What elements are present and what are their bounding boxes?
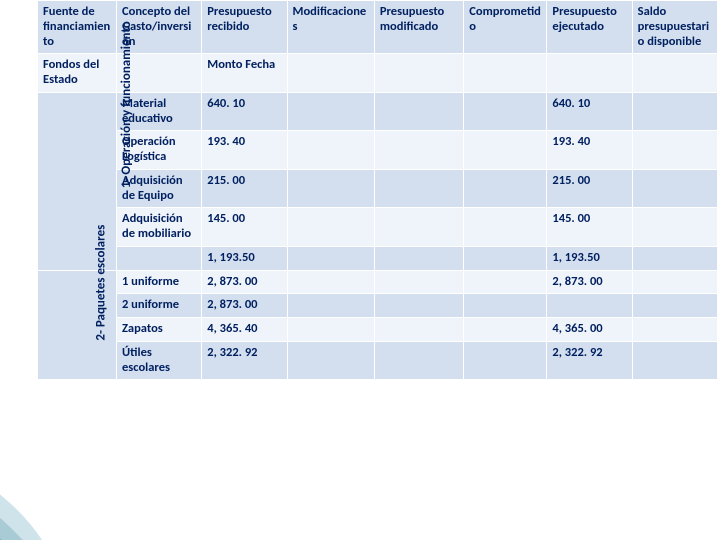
cell [464,169,547,208]
row-utiles-escolares: Útiles escolares 2, 322. 92 2, 322. 92 [38,341,718,380]
row-zapatos: Zapatos 4, 365. 40 4, 365. 00 [38,318,718,342]
cell [632,92,717,131]
cell [287,54,374,93]
cell-received: 2, 873. 00 [202,270,287,294]
cell [374,341,463,380]
cell [464,92,547,131]
cell [632,341,717,380]
cell-received: 215. 00 [202,169,287,208]
cell-executed: 193. 40 [547,131,632,170]
cell [287,169,374,208]
cell [632,208,717,247]
cell-concept: Útiles escolares [117,341,202,380]
cell [464,341,547,380]
cell [374,294,463,318]
cell [464,270,547,294]
cell-executed: 4, 365. 00 [547,318,632,342]
cell [287,208,374,247]
cell [547,294,632,318]
cell [374,131,463,170]
group-2-text: 2- Paquetes escolares [93,224,108,340]
col-balance: Saldo presupuestario disponible [632,1,717,54]
row-fondos-estado: Fondos del Estado Monto Fecha [38,54,718,93]
corner-decoration-icon [0,456,46,540]
cell [632,246,717,270]
cell [374,318,463,342]
cell-subtotal-received: 1, 193.50 [202,246,287,270]
cell [374,270,463,294]
cell [374,169,463,208]
row-material-educativo: 1- Operación y funcionamiento Material e… [38,92,718,131]
cell [632,318,717,342]
cell [287,270,374,294]
col-modifications: Modificaciones [287,1,374,54]
col-financing: Fuente de financiamiento [38,1,117,54]
cell-received: 2, 322. 92 [202,341,287,380]
cell [464,294,547,318]
col-budget-modified: Presupuesto modificado [374,1,463,54]
cell [374,54,463,93]
cell [464,54,547,93]
cell-concept: 2 uniforme [117,294,202,318]
cell [632,131,717,170]
cell [632,169,717,208]
cell [464,318,547,342]
cell-concept: 1 uniforme [117,270,202,294]
cell [287,318,374,342]
cell-executed: 215. 00 [547,169,632,208]
cell [287,246,374,270]
cell [632,294,717,318]
cell [287,294,374,318]
cell-received: 640. 10 [202,92,287,131]
group-1-text: 1- Operación y funcionamiento [119,21,134,188]
cell-monto-fecha: Monto Fecha [202,54,287,93]
col-committed: Comprometido [464,1,547,54]
col-budget-received: Presupuesto recibido [202,1,287,54]
cell-concept: Adquisición de mobiliario [117,208,202,247]
cell-executed: 2, 873. 00 [547,270,632,294]
group-2-label: 2- Paquetes escolares [38,270,117,380]
cell [374,246,463,270]
row-2-uniforme: 2 uniforme 2, 873. 00 [38,294,718,318]
cell-received: 4, 365. 40 [202,318,287,342]
row-operacion-logistica: Operación Logística 193. 40 193. 40 [38,131,718,170]
cell-received: 193. 40 [202,131,287,170]
cell-executed: 640. 10 [547,92,632,131]
cell-subtotal-executed: 1, 193.50 [547,246,632,270]
cell [374,208,463,247]
cell-executed: 145. 00 [547,208,632,247]
row-subtotal-1: 1, 193.50 1, 193.50 [38,246,718,270]
cell [547,54,632,93]
cell [464,208,547,247]
header-row: Fuente de financiamiento Concepto del Ga… [38,1,718,54]
cell [374,92,463,131]
cell-executed: 2, 322. 92 [547,341,632,380]
cell-concept: Zapatos [117,318,202,342]
cell [287,341,374,380]
cell [632,54,717,93]
cell [464,246,547,270]
row-1-uniforme: 2- Paquetes escolares 1 uniforme 2, 873.… [38,270,718,294]
cell-received: 2, 873. 00 [202,294,287,318]
cell [287,92,374,131]
row-adquisicion-mobiliario: Adquisición de mobiliario 145. 00 145. 0… [38,208,718,247]
budget-table: Fuente de financiamiento Concepto del Ga… [37,0,718,380]
row-adquisicion-equipo: Adquisición de Equipo 215. 00 215. 00 [38,169,718,208]
cell [287,131,374,170]
cell [117,246,202,270]
cell [632,270,717,294]
cell-received: 145. 00 [202,208,287,247]
col-budget-executed: Presupuesto ejecutado [547,1,632,54]
cell [464,131,547,170]
cell-fondos-estado: Fondos del Estado [38,54,117,93]
